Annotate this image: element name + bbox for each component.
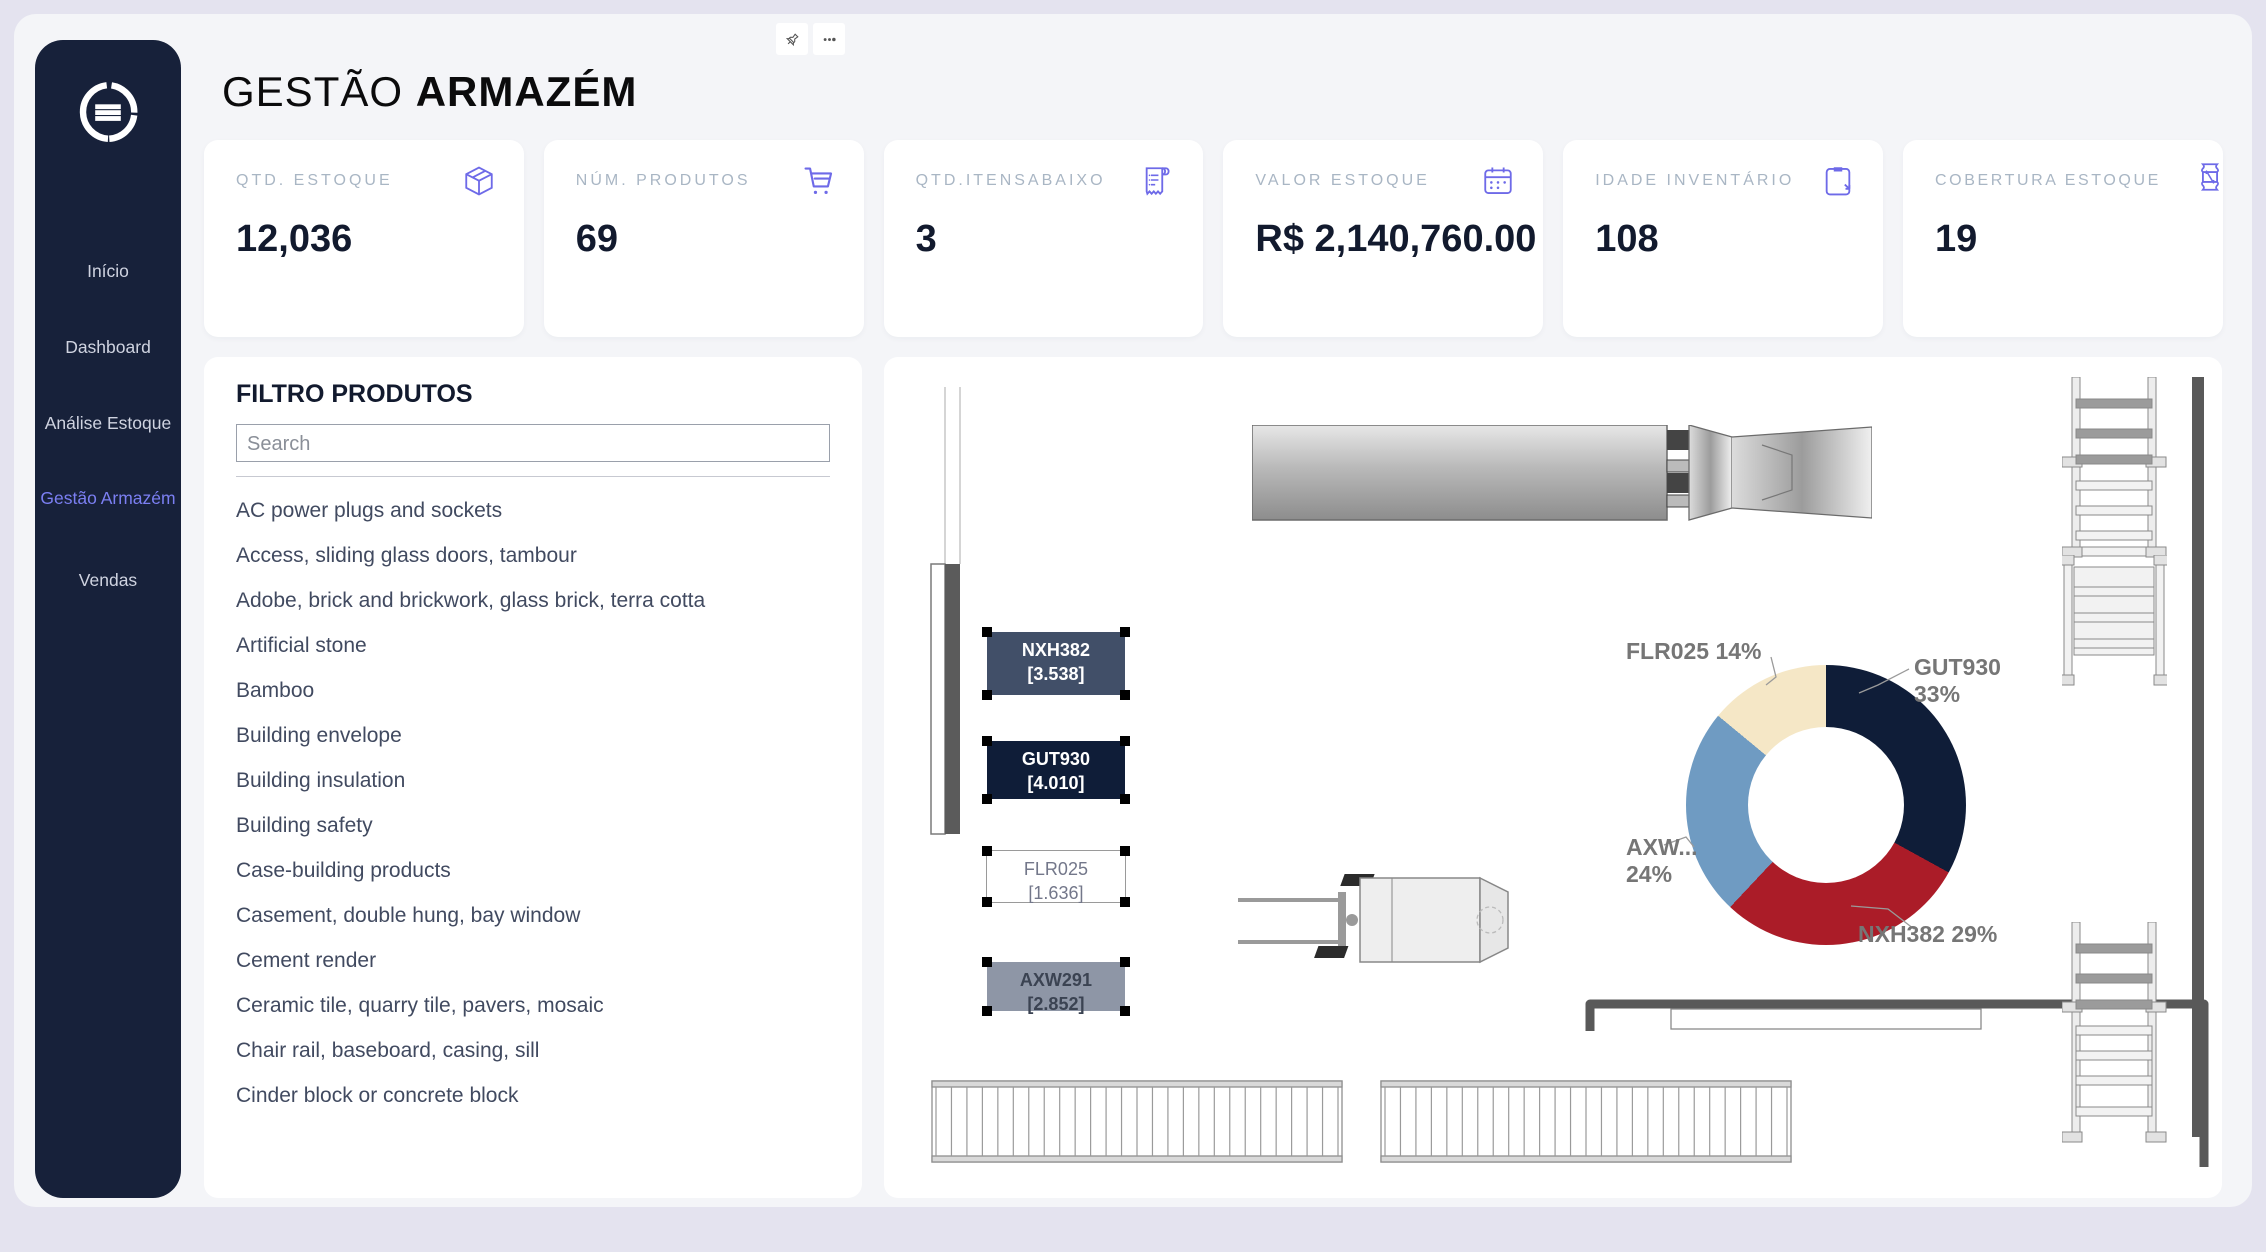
svg-text:33%: 33%: [1914, 681, 1960, 707]
svg-text:GUT930: GUT930: [1914, 654, 2001, 680]
svg-text:FLR025 14%: FLR025 14%: [1626, 638, 1762, 664]
svg-text:24%: 24%: [1626, 861, 1672, 887]
svg-text:NXH382 29%: NXH382 29%: [1858, 921, 1997, 947]
svg-text:AXW...: AXW...: [1626, 834, 1698, 860]
